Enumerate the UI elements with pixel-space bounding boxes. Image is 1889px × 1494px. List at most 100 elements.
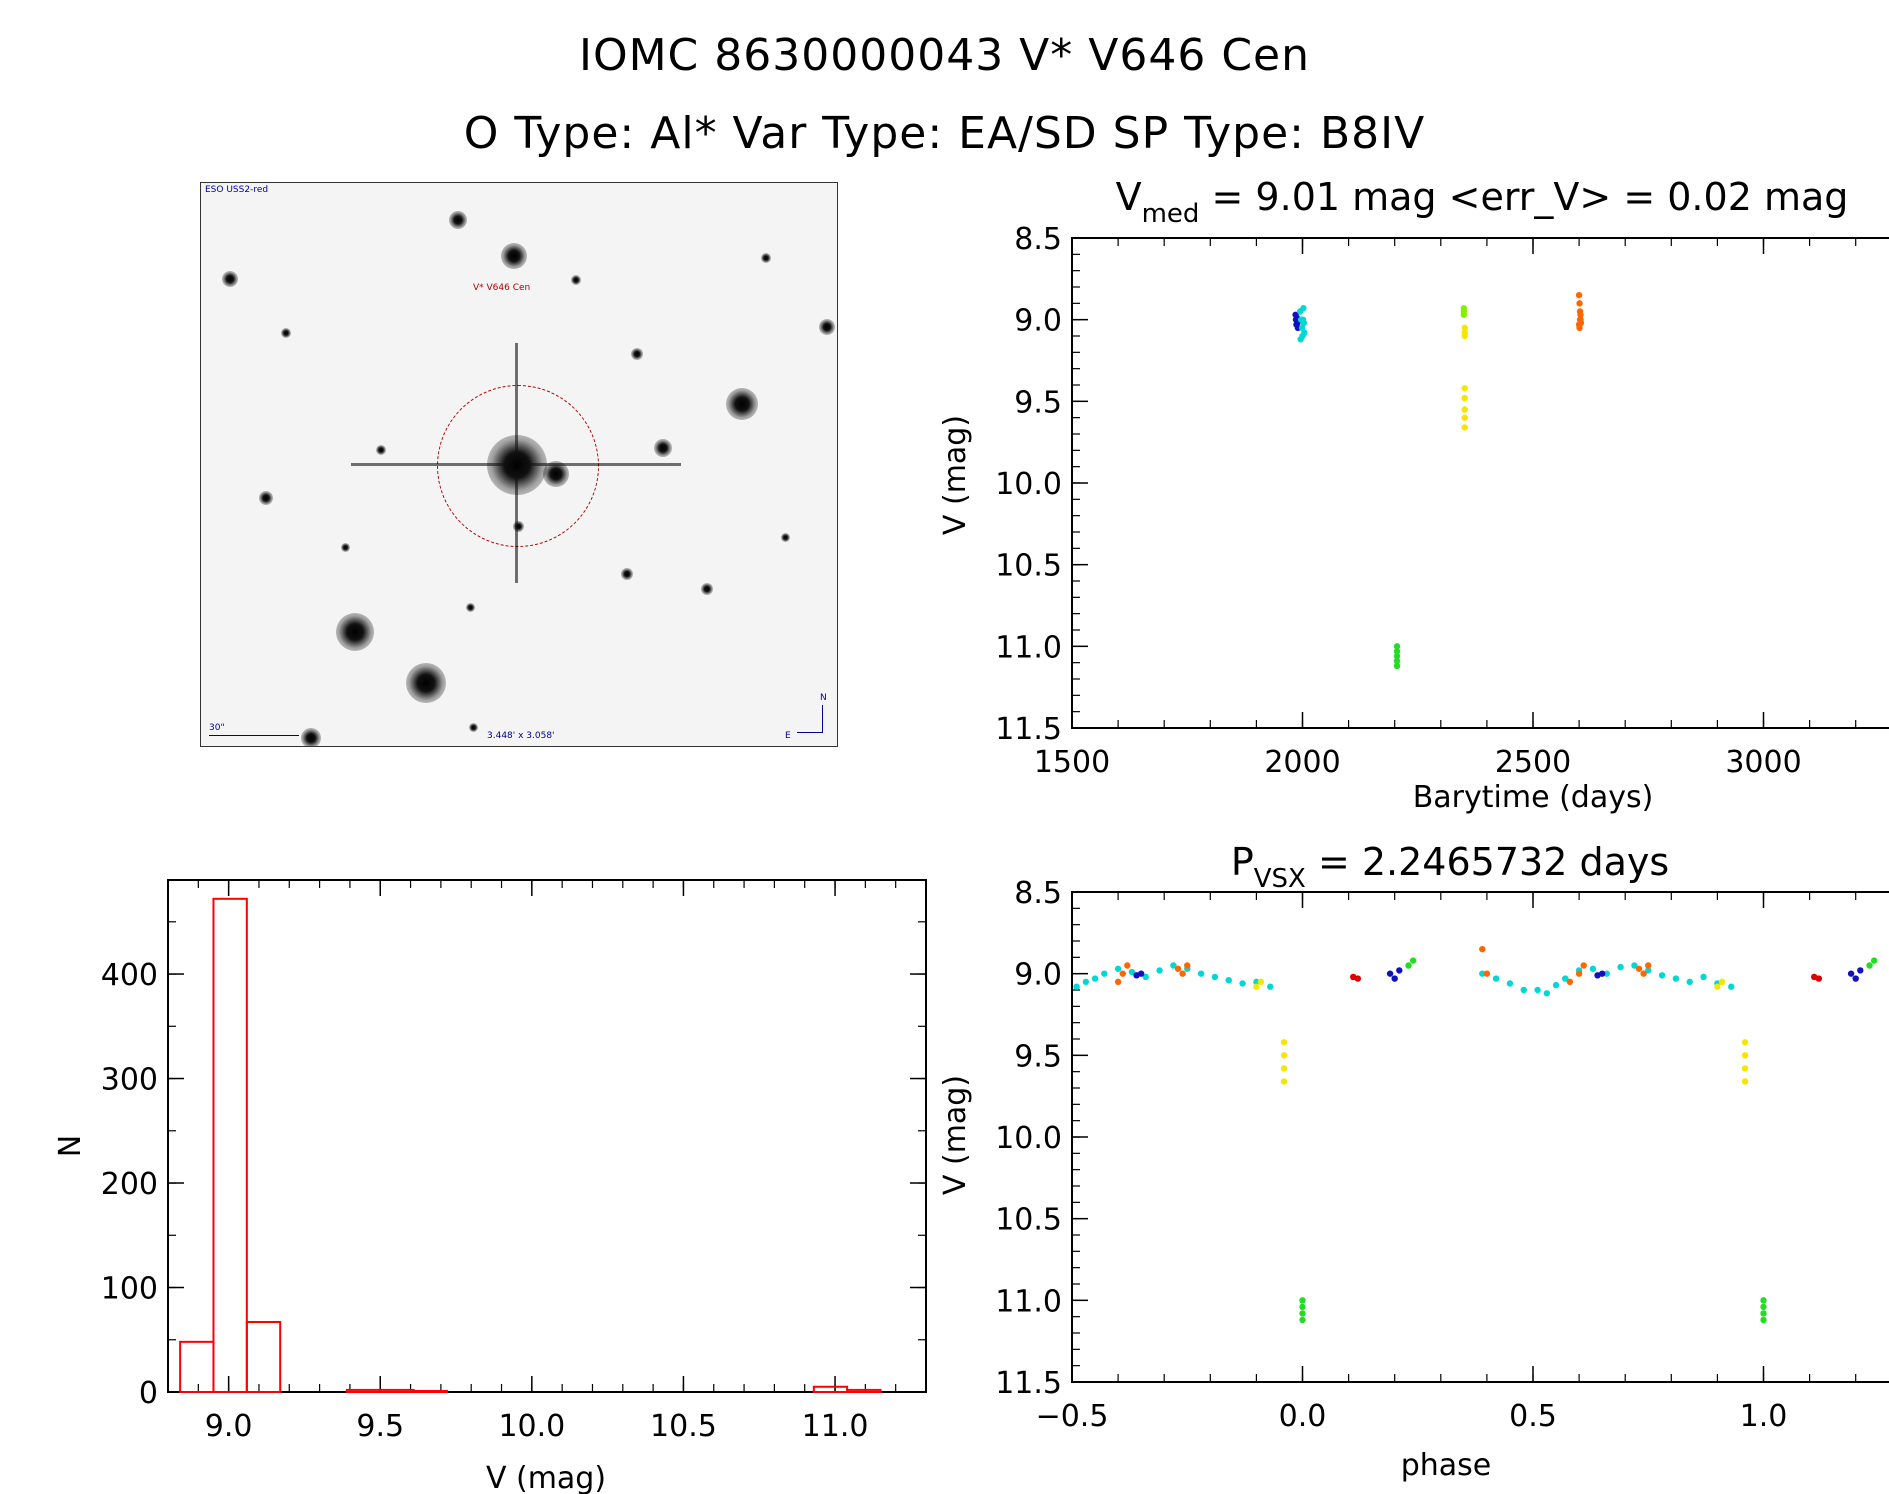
- data-point-yellowgreen: [1460, 311, 1468, 318]
- data-point-green: [1299, 1310, 1306, 1317]
- east-label: E: [785, 731, 791, 741]
- data-point-yellow: [1280, 1039, 1288, 1046]
- x-tick-label: 2500: [1495, 745, 1571, 780]
- data-point-cyan: [1114, 965, 1122, 972]
- y-tick-label: 11.5: [995, 712, 1062, 747]
- star: [301, 728, 321, 746]
- y-tick-label: 8.5: [1014, 876, 1062, 911]
- data-point-red: [1815, 975, 1823, 982]
- data-point-orange: [1635, 965, 1643, 972]
- data-point-yellow: [1461, 406, 1468, 413]
- data-point-cyan: [1617, 963, 1624, 971]
- star: [259, 491, 273, 505]
- data-point-blue: [1396, 967, 1403, 974]
- histogram-bar: [412, 1389, 448, 1393]
- phased-xlabel: phase: [1401, 1448, 1492, 1483]
- data-point-cyan: [1253, 978, 1260, 986]
- data-point-yellow: [1280, 1052, 1288, 1059]
- data-point-green: [1866, 962, 1873, 969]
- star: [376, 445, 386, 455]
- star: [466, 603, 475, 612]
- x-tick-label: 1500: [1034, 745, 1110, 780]
- data-point-cyan: [1603, 970, 1610, 977]
- data-point-green: [1299, 1303, 1306, 1311]
- x-tick-label: 0.0: [1279, 1399, 1327, 1434]
- histogram-bar: [846, 1388, 882, 1394]
- data-point-cyan: [1101, 970, 1108, 977]
- data-point-yellow: [1741, 1039, 1749, 1046]
- x-tick-label: 10.0: [498, 1409, 565, 1444]
- histogram-bar: [245, 1320, 282, 1394]
- y-tick-label: 9.0: [1014, 304, 1062, 339]
- y-tick-label: 11.0: [995, 630, 1062, 665]
- data-point-yellow: [1461, 414, 1468, 421]
- histogram-bar: [812, 1385, 849, 1394]
- north-label: N: [820, 693, 827, 703]
- plot-frame: [167, 879, 927, 1393]
- histogram-bar: [179, 1340, 215, 1394]
- data-point-orange: [1577, 319, 1585, 327]
- data-point-green: [1405, 962, 1412, 969]
- data-point-cyan: [1520, 986, 1527, 994]
- star: [726, 388, 758, 420]
- data-point-cyan: [1297, 336, 1304, 343]
- x-tick-label: 0.5: [1509, 1399, 1557, 1434]
- star: [631, 348, 643, 360]
- data-point-green: [1393, 648, 1401, 655]
- finder-chart-image: ESO USS2-red V* V646 Cen 30" 3.448' x 3.…: [200, 182, 838, 747]
- data-point-yellow: [1280, 1078, 1288, 1085]
- data-point-green: [1393, 662, 1401, 670]
- data-point-cyan: [1156, 967, 1163, 974]
- data-point-blue: [1857, 967, 1864, 974]
- data-point-red: [1354, 975, 1362, 982]
- star: [449, 211, 467, 229]
- data-point-cyan: [1170, 962, 1177, 969]
- data-point-yellow: [1741, 1078, 1749, 1085]
- star: [819, 319, 835, 335]
- data-point-green: [1409, 957, 1417, 964]
- x-tick-label: −0.5: [1036, 1399, 1109, 1434]
- x-tick-label: 2000: [1264, 745, 1340, 780]
- data-point-orange: [1184, 962, 1191, 969]
- lightcurve-chart: Vmed = 9.01 mag <err_V> = 0.02 mag 1500 2…: [940, 180, 1889, 815]
- y-tick-label: 10.0: [995, 467, 1062, 502]
- data-point-yellow: [1741, 1052, 1749, 1059]
- lightcurve-title: Vmed = 9.01 mag <err_V> = 0.02 mag: [1116, 180, 1849, 229]
- star: [406, 663, 446, 703]
- star: [281, 328, 291, 338]
- data-point-cyan: [1686, 978, 1693, 986]
- data-point-orange: [1119, 970, 1126, 977]
- data-point-cyan: [1506, 980, 1514, 987]
- data-point-cyan: [1631, 962, 1638, 969]
- y-tick-label: 8.5: [1014, 222, 1062, 257]
- y-tick-label: 0: [139, 1376, 158, 1411]
- data-point-orange: [1124, 962, 1131, 969]
- data-point-orange: [1114, 978, 1122, 986]
- data-point-orange: [1576, 324, 1583, 332]
- data-point-yellow: [1461, 394, 1468, 402]
- data-point-cyan: [1658, 972, 1666, 979]
- star: [336, 613, 374, 651]
- data-point-cyan: [1672, 975, 1680, 982]
- lightcurve-ylabel: V (mag): [940, 415, 973, 535]
- data-point-orange: [1566, 978, 1574, 986]
- data-point-cyan: [1073, 983, 1080, 990]
- y-tick-label: 9.5: [1014, 385, 1062, 420]
- data-point-cyan: [1267, 983, 1274, 990]
- data-point-orange: [1580, 962, 1587, 969]
- data-point-yellow: [1741, 1065, 1749, 1072]
- data-point-cyan: [1645, 967, 1652, 974]
- data-point-orange: [1577, 311, 1584, 318]
- data-point-yellow: [1461, 385, 1468, 392]
- compass-north-arrow: [822, 705, 823, 733]
- plot-frame: [1071, 237, 1889, 729]
- data-point-blue: [1391, 975, 1398, 982]
- histogram-ylabel: N: [53, 1135, 88, 1157]
- data-point-orange: [1179, 970, 1186, 977]
- data-point-cyan: [1301, 329, 1308, 336]
- data-point-orange: [1576, 300, 1583, 307]
- star: [501, 243, 527, 269]
- data-point-green: [1299, 1297, 1306, 1304]
- y-tick-label: 400: [101, 958, 158, 993]
- data-point-yellow: [1714, 983, 1721, 990]
